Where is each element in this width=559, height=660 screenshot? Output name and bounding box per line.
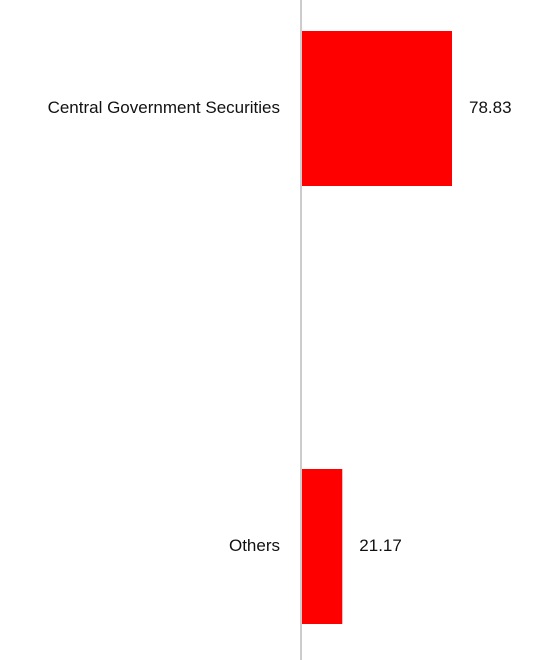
bar-1 (302, 469, 343, 624)
value-label-0: 78.83 (469, 98, 512, 117)
value-label-1: 21.17 (359, 536, 402, 555)
bar-0 (302, 31, 452, 186)
category-label-1: Others (229, 536, 280, 555)
category-label-0: Central Government Securities (48, 98, 280, 117)
